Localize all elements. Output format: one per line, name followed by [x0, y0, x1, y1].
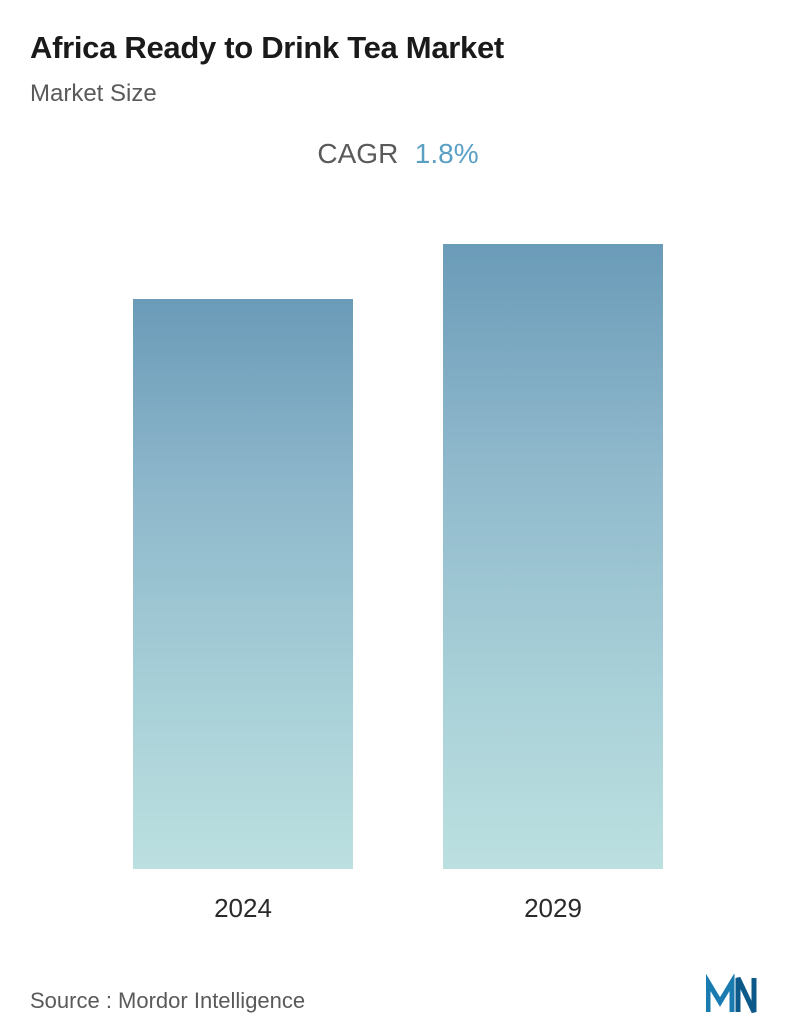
cagr-label: CAGR	[317, 138, 398, 170]
bar-0	[133, 299, 353, 869]
bar-1	[443, 244, 663, 869]
source-text: Source : Mordor Intelligence	[30, 988, 305, 1014]
cagr-value: 1.8%	[415, 138, 479, 170]
chart-area: 2024 2029	[30, 210, 766, 944]
cagr-row: CAGR 1.8%	[30, 138, 766, 170]
bar-label-0: 2024	[214, 893, 272, 924]
brand-logo-icon	[706, 974, 766, 1014]
bar-label-1: 2029	[524, 893, 582, 924]
footer: Source : Mordor Intelligence	[30, 944, 766, 1014]
bar-group-0: 2024	[133, 299, 353, 924]
chart-title: Africa Ready to Drink Tea Market	[30, 30, 766, 66]
bar-group-1: 2029	[443, 244, 663, 924]
chart-subtitle: Market Size	[30, 80, 766, 108]
chart-container: Africa Ready to Drink Tea Market Market …	[0, 0, 796, 1034]
